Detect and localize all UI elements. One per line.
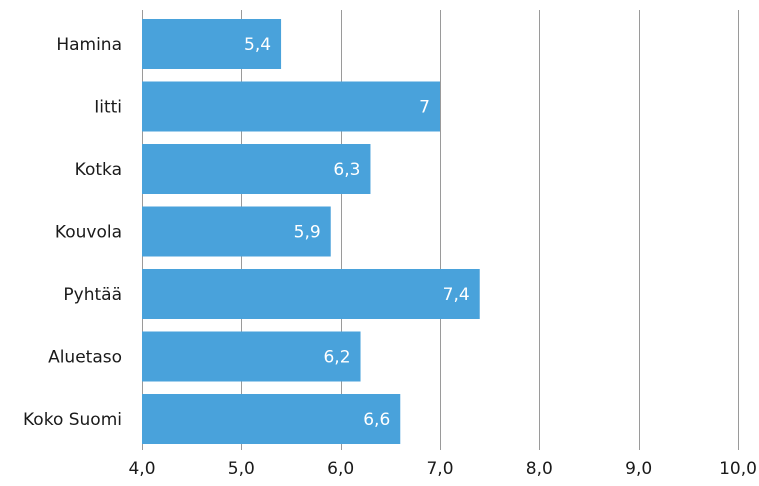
data-label: 6,2 (323, 348, 350, 368)
data-label: 5,9 (294, 223, 321, 243)
x-tick-label: 9,0 (625, 459, 652, 479)
bar (142, 394, 401, 444)
x-tick-label: 6,0 (327, 459, 354, 479)
category-label-layer: Hamina Iitti Kotka Kouvola Pyhtää Aluetaso Kok… (23, 35, 122, 430)
bar (142, 331, 361, 382)
category-label: Hamina (56, 35, 122, 55)
data-label-layer: 5,4 7 6,3 5,9 7,4 6,2 6,6 (244, 35, 470, 430)
bar (142, 144, 371, 194)
data-label: 7 (419, 98, 430, 118)
bar (142, 269, 480, 319)
category-label: Kotka (75, 160, 122, 180)
tick-label-layer: 4,0 5,0 6,0 7,0 8,0 9,0 10,0 (128, 459, 756, 479)
x-tick-label: 4,0 (128, 459, 155, 479)
bar-layer (142, 19, 480, 444)
category-label: Kouvola (55, 223, 122, 243)
category-label: Iitti (94, 98, 122, 118)
data-label: 6,6 (363, 410, 390, 430)
data-label: 6,3 (333, 160, 360, 180)
bar (142, 81, 440, 132)
x-tick-label: 8,0 (526, 459, 553, 479)
bar (142, 206, 331, 257)
category-label: Aluetaso (48, 348, 122, 368)
category-label: Koko Suomi (23, 410, 122, 430)
bar (142, 19, 282, 69)
x-tick-label: 7,0 (426, 459, 453, 479)
x-tick-label: 5,0 (228, 459, 255, 479)
x-tick-label: 10,0 (719, 459, 757, 479)
category-label: Pyhtää (63, 285, 122, 305)
data-label: 7,4 (443, 285, 470, 305)
data-label: 5,4 (244, 35, 271, 55)
